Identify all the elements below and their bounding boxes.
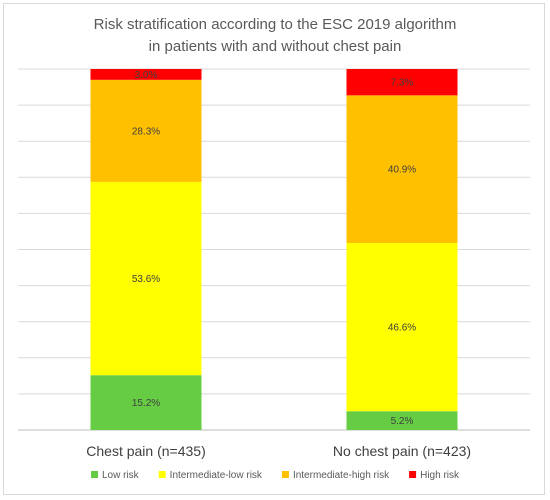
legend-label: Low risk	[102, 470, 140, 481]
bar-segment	[90, 375, 202, 430]
data-label: 5.2%	[391, 416, 414, 427]
legend-swatch	[409, 471, 417, 478]
legend-label: Intermediate-low risk	[170, 470, 263, 481]
legend-item: Low risk	[90, 470, 140, 481]
bar-segment	[90, 79, 202, 182]
legend-label: High risk	[420, 470, 460, 481]
legend-item: Intermediate-low risk	[158, 470, 263, 481]
data-label: 7.3%	[391, 78, 414, 89]
data-label: 46.6%	[388, 323, 416, 334]
data-label: 40.9%	[388, 165, 416, 176]
data-label: 3.0%	[135, 70, 158, 81]
legend-swatch	[158, 471, 166, 478]
legend-label: Intermediate-high risk	[293, 470, 390, 481]
bars: 15.2% 53.6% 28.3% 3.0% 5.2% 46.6% 40.9% 7.3%	[90, 69, 458, 430]
category-label: Chest pain (n=435)	[86, 443, 205, 459]
legend-swatch	[90, 471, 98, 478]
legend-item: High risk	[409, 470, 460, 481]
data-label: 15.2%	[132, 398, 160, 409]
bar-segment	[346, 411, 458, 430]
bar-segment	[346, 95, 458, 244]
bar-segment	[346, 69, 458, 96]
bar-segment	[346, 243, 458, 412]
bar-segment	[90, 69, 202, 80]
bar-segment	[90, 181, 202, 376]
data-label: 53.6%	[132, 274, 160, 285]
category-labels: Chest pain (n=435) No chest pain (n=423)	[86, 443, 471, 459]
legend: Low risk Intermediate-low risk Intermediat…	[90, 470, 460, 481]
category-label: No chest pain (n=423)	[333, 443, 471, 459]
data-label: 28.3%	[132, 126, 160, 137]
chart-subtitle: in patients with and without chest pain	[149, 38, 402, 55]
legend-item: Intermediate-high risk	[281, 470, 390, 481]
chart-title: Risk stratification according to the ESC…	[94, 16, 457, 33]
legend-swatch	[281, 471, 289, 478]
